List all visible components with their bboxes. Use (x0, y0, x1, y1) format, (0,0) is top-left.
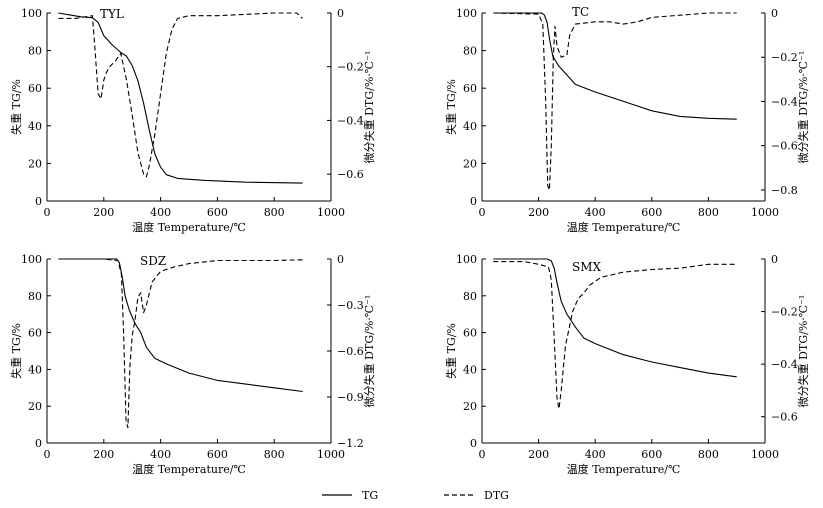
sdz-y2-tick-label: −0.6 (337, 345, 364, 358)
smx-x-tick-label: 0 (479, 448, 486, 461)
tc-dtg-line (493, 12, 737, 191)
smx-panel-title: SMX (572, 260, 602, 274)
sdz-x-tick-label: 200 (93, 448, 114, 461)
tyl-x-tick-label: 200 (93, 206, 114, 219)
sdz-y-tick-label: 80 (28, 290, 42, 303)
tc-panel-title: TC (572, 5, 589, 19)
tc-x-tick-label: 200 (528, 206, 549, 219)
tc-y-axis-label: 失重 TG/% (444, 79, 458, 135)
sdz-y-tick-label: 40 (28, 363, 42, 376)
sdz-x-tick-label: 1000 (317, 448, 345, 461)
tc-x-tick-label: 600 (641, 206, 662, 219)
smx-dtg-line (493, 261, 737, 410)
tyl-x-axis-label: 温度 Temperature/℃ (132, 220, 246, 234)
tyl-y2-tick-label: −0.6 (337, 168, 364, 181)
tc-y2-tick-label: −0.6 (771, 140, 798, 153)
tc-y-tick-label: 0 (470, 195, 477, 208)
sdz-y2-tick-label: −0.3 (337, 299, 364, 312)
tyl-y-tick-label: 0 (35, 195, 42, 208)
smx-x-tick-label: 800 (698, 448, 719, 461)
smx-y2-tick-label: −0.4 (771, 358, 798, 371)
smx-y-tick-label: 40 (463, 363, 477, 376)
smx-y-tick-label: 80 (463, 290, 477, 303)
sdz-y-tick-label: 60 (28, 327, 42, 340)
legend-dtg-label: DTG (484, 489, 509, 502)
tc-y2-tick-label: −0.4 (771, 95, 798, 108)
tyl-x-tick-label: 400 (150, 206, 171, 219)
tc-y-tick-label: 80 (463, 45, 477, 58)
sdz-x-tick-label: 400 (150, 448, 171, 461)
sdz-dtg-line (58, 258, 303, 429)
legend-tg-label: TG (362, 489, 378, 502)
tc-y2-axis-label: 微分失重 DTG/%·℃⁻¹ (796, 51, 810, 164)
smx-y2-tick-label: −0.2 (771, 306, 798, 319)
tc-y-tick-label: 40 (463, 120, 477, 133)
tyl-x-tick-label: 600 (207, 206, 228, 219)
tyl-panel-title: TYL (100, 7, 124, 21)
smx-y-axis-label: 失重 TG/% (444, 323, 458, 379)
tc-y-tick-label: 20 (463, 157, 477, 170)
tyl-y2-axis-label: 微分失重 DTG/%·℃⁻¹ (362, 51, 376, 164)
tc-x-tick-label: 0 (479, 206, 486, 219)
sdz-y-tick-label: 0 (35, 437, 42, 450)
sdz-tg-line (58, 258, 303, 393)
sdz-panel-title: SDZ (140, 254, 166, 268)
tyl-y-tick-label: 60 (28, 82, 42, 95)
sdz-y2-tick-label: 0 (337, 253, 344, 266)
tc-x-axis-label: 温度 Temperature/℃ (567, 220, 681, 234)
sdz-x-tick-label: 600 (207, 448, 228, 461)
sdz-y2-tick-label: −0.9 (337, 391, 364, 404)
smx-x-axis-label: 温度 Temperature/℃ (567, 462, 681, 476)
smx-y2-tick-label: −0.6 (771, 411, 798, 424)
tc-y-tick-label: 100 (456, 7, 477, 20)
sdz-y-tick-label: 20 (28, 400, 42, 413)
smx-x-tick-label: 400 (585, 448, 606, 461)
sdz-x-tick-label: 0 (44, 448, 51, 461)
tc-x-tick-label: 400 (585, 206, 606, 219)
tyl-x-tick-label: 0 (44, 206, 51, 219)
tc-y2-tick-label: −0.8 (771, 184, 798, 197)
tyl-y2-tick-label: −0.2 (337, 61, 364, 74)
tc-tg-line (493, 12, 737, 120)
sdz-x-axis-label: 温度 Temperature/℃ (132, 462, 246, 476)
tc-y2-tick-label: −0.2 (771, 51, 798, 64)
smx-y-tick-label: 100 (456, 253, 477, 266)
smx-y-tick-label: 60 (463, 327, 477, 340)
tyl-y-tick-label: 40 (28, 120, 42, 133)
sdz-y2-axis-label: 微分失重 DTG/%·℃⁻¹ (362, 295, 376, 408)
tyl-x-tick-label: 800 (264, 206, 285, 219)
legend: TG DTG (322, 489, 509, 502)
smx-x-tick-label: 1000 (751, 448, 779, 461)
smx-y-tick-label: 20 (463, 400, 477, 413)
smx-x-tick-label: 200 (528, 448, 549, 461)
smx-y2-tick-label: 0 (771, 253, 778, 266)
tyl-y-tick-label: 20 (28, 157, 42, 170)
smx-y-tick-label: 0 (470, 437, 477, 450)
tc-y2-tick-label: 0 (771, 7, 778, 20)
sdz-y2-tick-label: −1.2 (337, 437, 364, 450)
tyl-y-tick-label: 100 (21, 7, 42, 20)
sdz-y-axis-label: 失重 TG/% (9, 323, 23, 379)
sdz-y-tick-label: 100 (21, 253, 42, 266)
tc-x-tick-label: 800 (698, 206, 719, 219)
tyl-dtg-line (58, 12, 303, 178)
tyl-y-tick-label: 80 (28, 45, 42, 58)
smx-y2-axis-label: 微分失重 DTG/%·℃⁻¹ (796, 295, 810, 408)
tc-x-tick-label: 1000 (751, 206, 779, 219)
tyl-tg-line (58, 12, 303, 184)
smx-x-tick-label: 600 (641, 448, 662, 461)
tyl-y2-tick-label: −0.4 (337, 114, 364, 127)
sdz-x-tick-label: 800 (264, 448, 285, 461)
smx-tg-line (493, 258, 737, 378)
tc-y-tick-label: 60 (463, 82, 477, 95)
tyl-x-tick-label: 1000 (317, 206, 345, 219)
tyl-y2-tick-label: 0 (337, 7, 344, 20)
tyl-y-axis-label: 失重 TG/% (9, 79, 23, 135)
